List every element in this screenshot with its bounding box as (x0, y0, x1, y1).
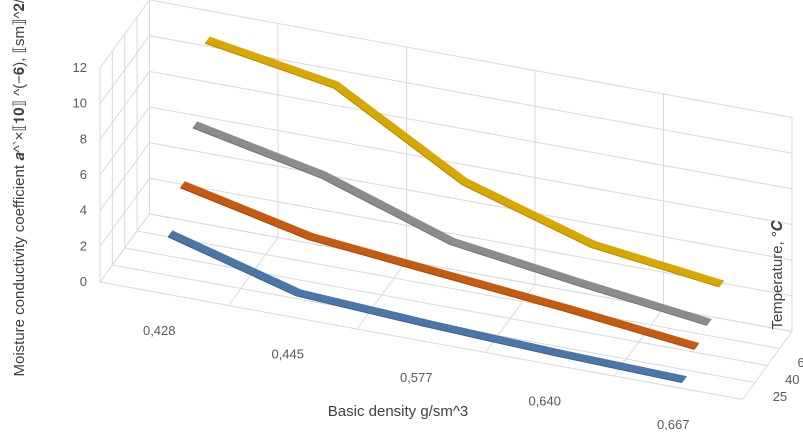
x-axis-title: Basic density g/sm^3 (328, 403, 468, 420)
series-60-ribbon (192, 121, 327, 179)
series-60-ribbon (578, 279, 712, 326)
y-gridline (99, 35, 793, 154)
x-tick-label: 0,577 (400, 370, 433, 385)
series-40-ribbon (308, 233, 443, 276)
floor-gridline (99, 281, 743, 400)
series-80-ribbon-edge (333, 87, 463, 186)
y-tick-label: 10 (73, 96, 87, 111)
series-60-ribbon-edge (321, 177, 451, 245)
series-25-ribbon-edge (296, 295, 426, 327)
y-gridline (99, 0, 793, 118)
series-25-ribbon (553, 348, 688, 383)
series-80-ribbon (333, 81, 468, 185)
series-80-ribbon (590, 240, 725, 287)
series-60-ribbon-edge (578, 285, 708, 326)
z-axis-title: Temperature, °𝑪 (769, 220, 786, 330)
series-60-ribbon-edge (449, 244, 579, 287)
y-tick-label: 6 (80, 167, 87, 182)
series-80-ribbon (205, 36, 339, 89)
z-tick-label: 60 (797, 355, 803, 370)
y-tick-label: 0 (80, 274, 87, 289)
series-40-ribbon (180, 181, 314, 240)
series-80-ribbon-edge (204, 42, 334, 89)
y-axis-title: Moisture conductivity coefficient 𝒂^`×⟦𝟏… (11, 0, 28, 377)
z-tick-label: 40 (785, 372, 799, 387)
series-80-ribbon (462, 178, 596, 248)
series-80-ribbon-edge (590, 247, 720, 288)
series-40-ribbon-edge (437, 275, 567, 313)
series-25-ribbon-edge (553, 355, 683, 383)
x-tick-label: 0,428 (143, 323, 176, 338)
x-tick-label: 0,640 (528, 393, 561, 408)
series-40-ribbon-edge (308, 239, 438, 277)
x-tick-label: 0,667 (657, 417, 690, 430)
grid-layer (99, 0, 793, 400)
series-60-ribbon-edge (192, 127, 322, 179)
floor-depth-gridline (742, 331, 793, 400)
series-25-ribbon-edge (424, 326, 554, 356)
series-60-ribbon (321, 171, 455, 245)
series-25-ribbon-edge (167, 236, 297, 297)
series-layer (167, 36, 725, 383)
y-tick-label: 2 (80, 238, 87, 253)
x-tick-label: 0,445 (271, 346, 304, 361)
series-25-ribbon (167, 230, 302, 296)
series-40-ribbon-edge (180, 187, 310, 241)
series-80-ribbon-edge (461, 184, 591, 248)
floor-gridline (137, 230, 780, 349)
series-40-ribbon-edge (565, 311, 695, 350)
floor-depth-gridline (99, 213, 150, 283)
z-tick-label: 25 (773, 389, 787, 404)
series-40-ribbon (565, 305, 700, 350)
label-layer: 0 2 4 6 8 10 12 0,428 0,445 0,577 0,640 0,667 25 40 60… (73, 60, 803, 432)
floor-depth-gridline (356, 260, 407, 330)
y-tick-label: 12 (73, 60, 87, 75)
y-tick-label: 8 (80, 131, 87, 146)
y-tick-label: 4 (80, 203, 87, 218)
floor-gridline (124, 247, 768, 366)
series-25-ribbon (424, 320, 559, 356)
